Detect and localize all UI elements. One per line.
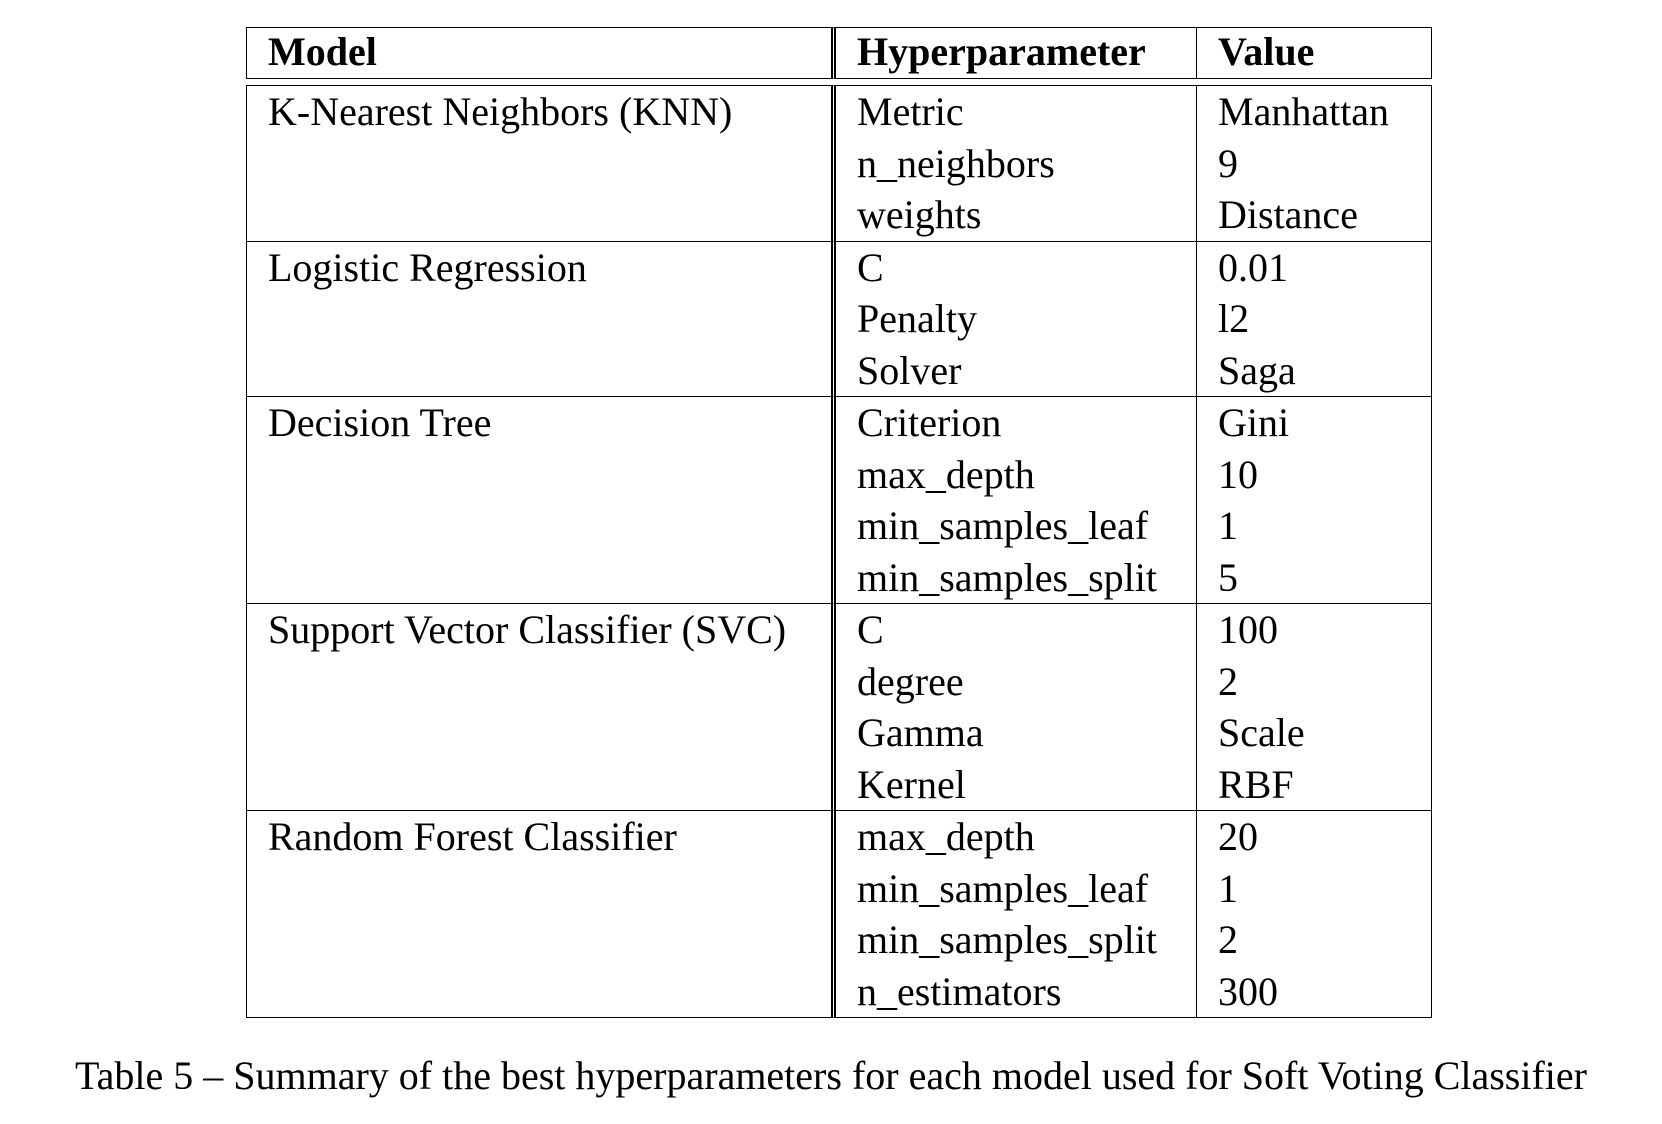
value-cell: 1 (1197, 862, 1432, 914)
model-name-cell: Logistic Regression (246, 240, 836, 293)
table-row: min_samples_leaf 1 (246, 862, 1432, 914)
table-row: degree 2 (246, 655, 1432, 707)
hyperparameter-cell: Kernel (836, 758, 1197, 810)
value-cell: 2 (1197, 655, 1432, 707)
model-empty-cell (246, 707, 836, 759)
table-row: Random Forest Classifier max_depth 20 (246, 810, 1432, 863)
hyperparameter-table-container: Model Hyperparameter Value K-Nearest Nei… (246, 27, 1432, 1018)
model-group: Decision Tree Criterion Gini max_depth 10 min… (246, 396, 1432, 603)
model-empty-cell (246, 655, 836, 707)
value-cell: l2 (1197, 293, 1432, 345)
hyperparameter-cell: Solver (836, 344, 1197, 396)
table-row: Penalty l2 (246, 293, 1432, 345)
value-cell: 0.01 (1197, 240, 1432, 293)
value-cell: Saga (1197, 344, 1432, 396)
hyperparameter-cell: Metric (836, 85, 1197, 138)
table-row: Decision Tree Criterion Gini (246, 396, 1432, 449)
table-row: max_depth 10 (246, 448, 1432, 500)
table-row: min_samples_split 2 (246, 914, 1432, 966)
value-cell: 300 (1197, 965, 1432, 1018)
model-empty-cell (246, 448, 836, 500)
value-cell: 5 (1197, 551, 1432, 603)
value-cell: 1 (1197, 500, 1432, 552)
value-cell: Gini (1197, 396, 1432, 449)
hyperparameter-cell: max_depth (836, 448, 1197, 500)
value-cell: Distance (1197, 189, 1432, 241)
hyperparameter-cell: degree (836, 655, 1197, 707)
model-group: Logistic Regression C 0.01 Penalty l2 Solver S… (246, 240, 1432, 396)
table-row: Solver Saga (246, 344, 1432, 396)
model-empty-cell (246, 344, 836, 396)
header-row: Model Hyperparameter Value (246, 27, 1432, 79)
table-row: n_estimators 300 (246, 965, 1432, 1018)
value-cell: Scale (1197, 707, 1432, 759)
table-row: Support Vector Classifier (SVC) C 100 (246, 603, 1432, 656)
model-name-cell: Random Forest Classifier (246, 810, 836, 863)
model-name-cell: Decision Tree (246, 396, 836, 449)
table-row: weights Distance (246, 189, 1432, 241)
value-cell: RBF (1197, 758, 1432, 810)
model-empty-cell (246, 862, 836, 914)
hyperparameter-table: Model Hyperparameter Value K-Nearest Nei… (246, 27, 1432, 1018)
model-empty-cell (246, 551, 836, 603)
table-row: n_neighbors 9 (246, 137, 1432, 189)
hyperparameter-cell: C (836, 240, 1197, 293)
value-cell: 100 (1197, 603, 1432, 656)
model-name-cell: K-Nearest Neighbors (KNN) (246, 85, 836, 138)
model-group: K-Nearest Neighbors (KNN) Metric Manhattan… (246, 85, 1432, 241)
model-empty-cell (246, 914, 836, 966)
model-empty-cell (246, 965, 836, 1018)
header-model: Model (246, 27, 836, 79)
table-row: min_samples_leaf 1 (246, 500, 1432, 552)
hyperparameter-cell: Penalty (836, 293, 1197, 345)
hyperparameter-cell: n_neighbors (836, 137, 1197, 189)
header-hyperparameter: Hyperparameter (836, 27, 1197, 79)
model-group: Support Vector Classifier (SVC) C 100 degre… (246, 603, 1432, 810)
table-row: Kernel RBF (246, 758, 1432, 810)
model-empty-cell (246, 293, 836, 345)
value-cell: 10 (1197, 448, 1432, 500)
table-row: Gamma Scale (246, 707, 1432, 759)
model-name-cell: Support Vector Classifier (SVC) (246, 603, 836, 656)
model-empty-cell (246, 500, 836, 552)
value-cell: 20 (1197, 810, 1432, 863)
hyperparameter-cell: Criterion (836, 396, 1197, 449)
value-cell: 9 (1197, 137, 1432, 189)
hyperparameter-cell: weights (836, 189, 1197, 241)
value-cell: Manhattan (1197, 85, 1432, 138)
hyperparameter-cell: min_samples_split (836, 914, 1197, 966)
table-caption: Table 5 – Summary of the best hyperparam… (74, 1053, 1587, 1098)
hyperparameter-cell: max_depth (836, 810, 1197, 863)
header-value: Value (1197, 27, 1432, 79)
table-row: min_samples_split 5 (246, 551, 1432, 603)
model-empty-cell (246, 189, 836, 241)
table-row: Logistic Regression C 0.01 (246, 240, 1432, 293)
model-empty-cell (246, 137, 836, 189)
hyperparameter-cell: n_estimators (836, 965, 1197, 1018)
value-cell: 2 (1197, 914, 1432, 966)
hyperparameter-cell: min_samples_leaf (836, 500, 1197, 552)
model-group: Random Forest Classifier max_depth 20 min_s… (246, 810, 1432, 1018)
table-header: Model Hyperparameter Value (246, 27, 1432, 79)
hyperparameter-cell: min_samples_split (836, 551, 1197, 603)
model-empty-cell (246, 758, 836, 810)
hyperparameter-cell: Gamma (836, 707, 1197, 759)
table-row: K-Nearest Neighbors (KNN) Metric Manhattan (246, 85, 1432, 138)
hyperparameter-cell: min_samples_leaf (836, 862, 1197, 914)
hyperparameter-cell: C (836, 603, 1197, 656)
